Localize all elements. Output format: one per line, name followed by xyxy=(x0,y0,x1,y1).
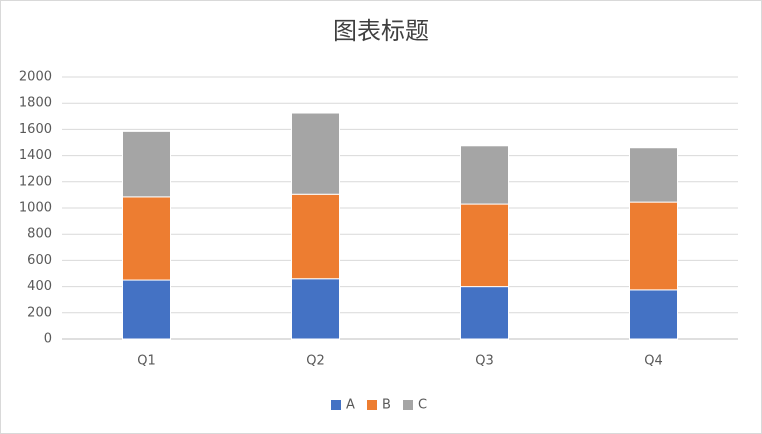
bar-segment xyxy=(460,286,509,340)
bar-segment xyxy=(122,196,171,281)
legend-swatch xyxy=(367,400,377,410)
legend-label: C xyxy=(418,398,427,413)
bar-segment xyxy=(629,201,678,291)
x-tick-label: Q3 xyxy=(475,354,494,369)
bar-segment xyxy=(629,289,678,340)
y-tick-label: 1800 xyxy=(19,96,52,111)
legend-swatch xyxy=(403,400,413,410)
bar-segment xyxy=(291,278,340,340)
legend-label: A xyxy=(346,398,355,413)
x-tick-label: Q1 xyxy=(137,354,156,369)
bar-segment xyxy=(460,203,509,288)
bar-segment xyxy=(291,193,340,280)
legend-label: B xyxy=(382,398,391,413)
y-tick-label: 1600 xyxy=(19,122,52,137)
x-tick-label: Q2 xyxy=(306,354,325,369)
y-tick-label: 0 xyxy=(44,332,52,347)
bar-segment xyxy=(291,112,340,195)
y-tick-label: 2000 xyxy=(19,70,52,85)
y-tick-label: 1000 xyxy=(19,201,52,216)
legend-swatch xyxy=(331,400,341,410)
bar-segment xyxy=(460,145,509,205)
bar-segment xyxy=(122,279,171,340)
y-tick-label: 400 xyxy=(27,279,52,294)
y-tick-label: 200 xyxy=(27,305,52,320)
y-tick-label: 800 xyxy=(27,227,52,242)
y-tick-label: 1400 xyxy=(19,148,52,163)
y-tick-label: 600 xyxy=(27,253,52,268)
bar-segment xyxy=(629,147,678,203)
chart-title: 图表标题 xyxy=(333,17,429,45)
bar-segment xyxy=(122,130,171,198)
y-tick-label: 1200 xyxy=(19,174,52,189)
x-tick-label: Q4 xyxy=(644,354,663,369)
